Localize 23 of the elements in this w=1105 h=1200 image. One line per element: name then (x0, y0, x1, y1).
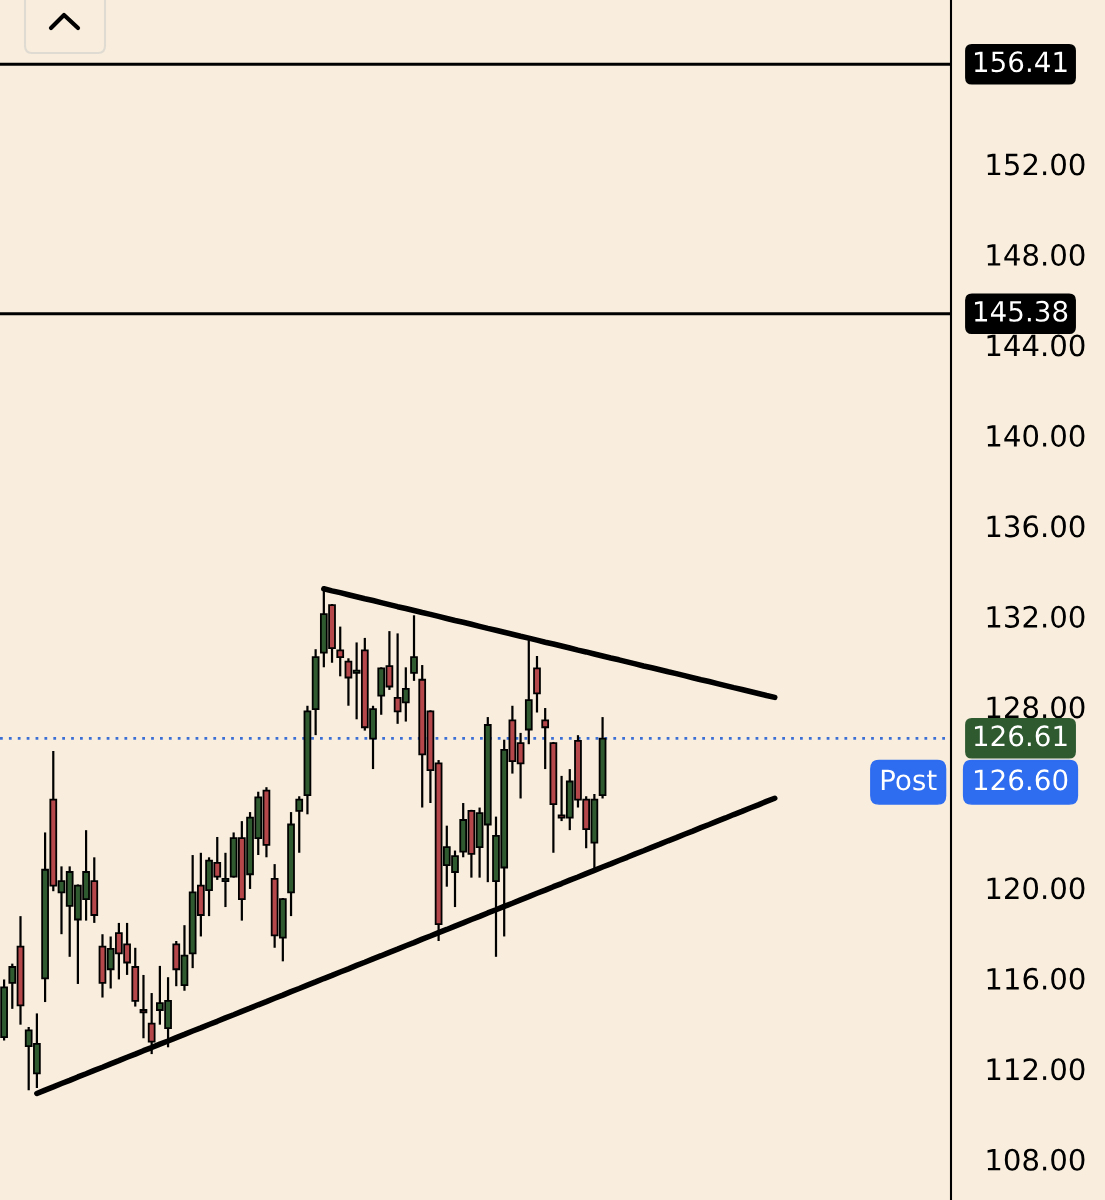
candlestick (147, 993, 156, 1055)
y-tick-label: 144.00 (987, 334, 1085, 357)
candlestick (295, 796, 304, 853)
y-tick-label: 140.00 (987, 424, 1085, 447)
y-tick-label: 132.00 (987, 605, 1085, 628)
y-tick-label: 128.00 (987, 696, 1085, 719)
candlestick (221, 852, 230, 908)
candlestick (139, 974, 148, 1039)
ref-line-label: 145.38 (974, 300, 1068, 322)
ref-line-label: 126.61 (974, 725, 1067, 747)
candlestick (336, 626, 345, 677)
text: 126.60 (974, 769, 1068, 791)
y-tick-label: 120.00 (987, 877, 1085, 900)
y-tick-label: 112.00 (987, 1058, 1085, 1081)
candlestick (541, 708, 550, 770)
y-tick-label: 116.00 (987, 967, 1085, 990)
annotation: Post (881, 769, 937, 791)
y-tick-label: 152.00 (987, 153, 1085, 176)
y-tick-label: 136.00 (987, 515, 1085, 538)
y-tick-label: 148.00 (987, 243, 1085, 266)
candlestick (410, 615, 418, 681)
ref-line-label: 156.41 (974, 51, 1067, 73)
y-tick-label: 108.00 (987, 1148, 1085, 1171)
